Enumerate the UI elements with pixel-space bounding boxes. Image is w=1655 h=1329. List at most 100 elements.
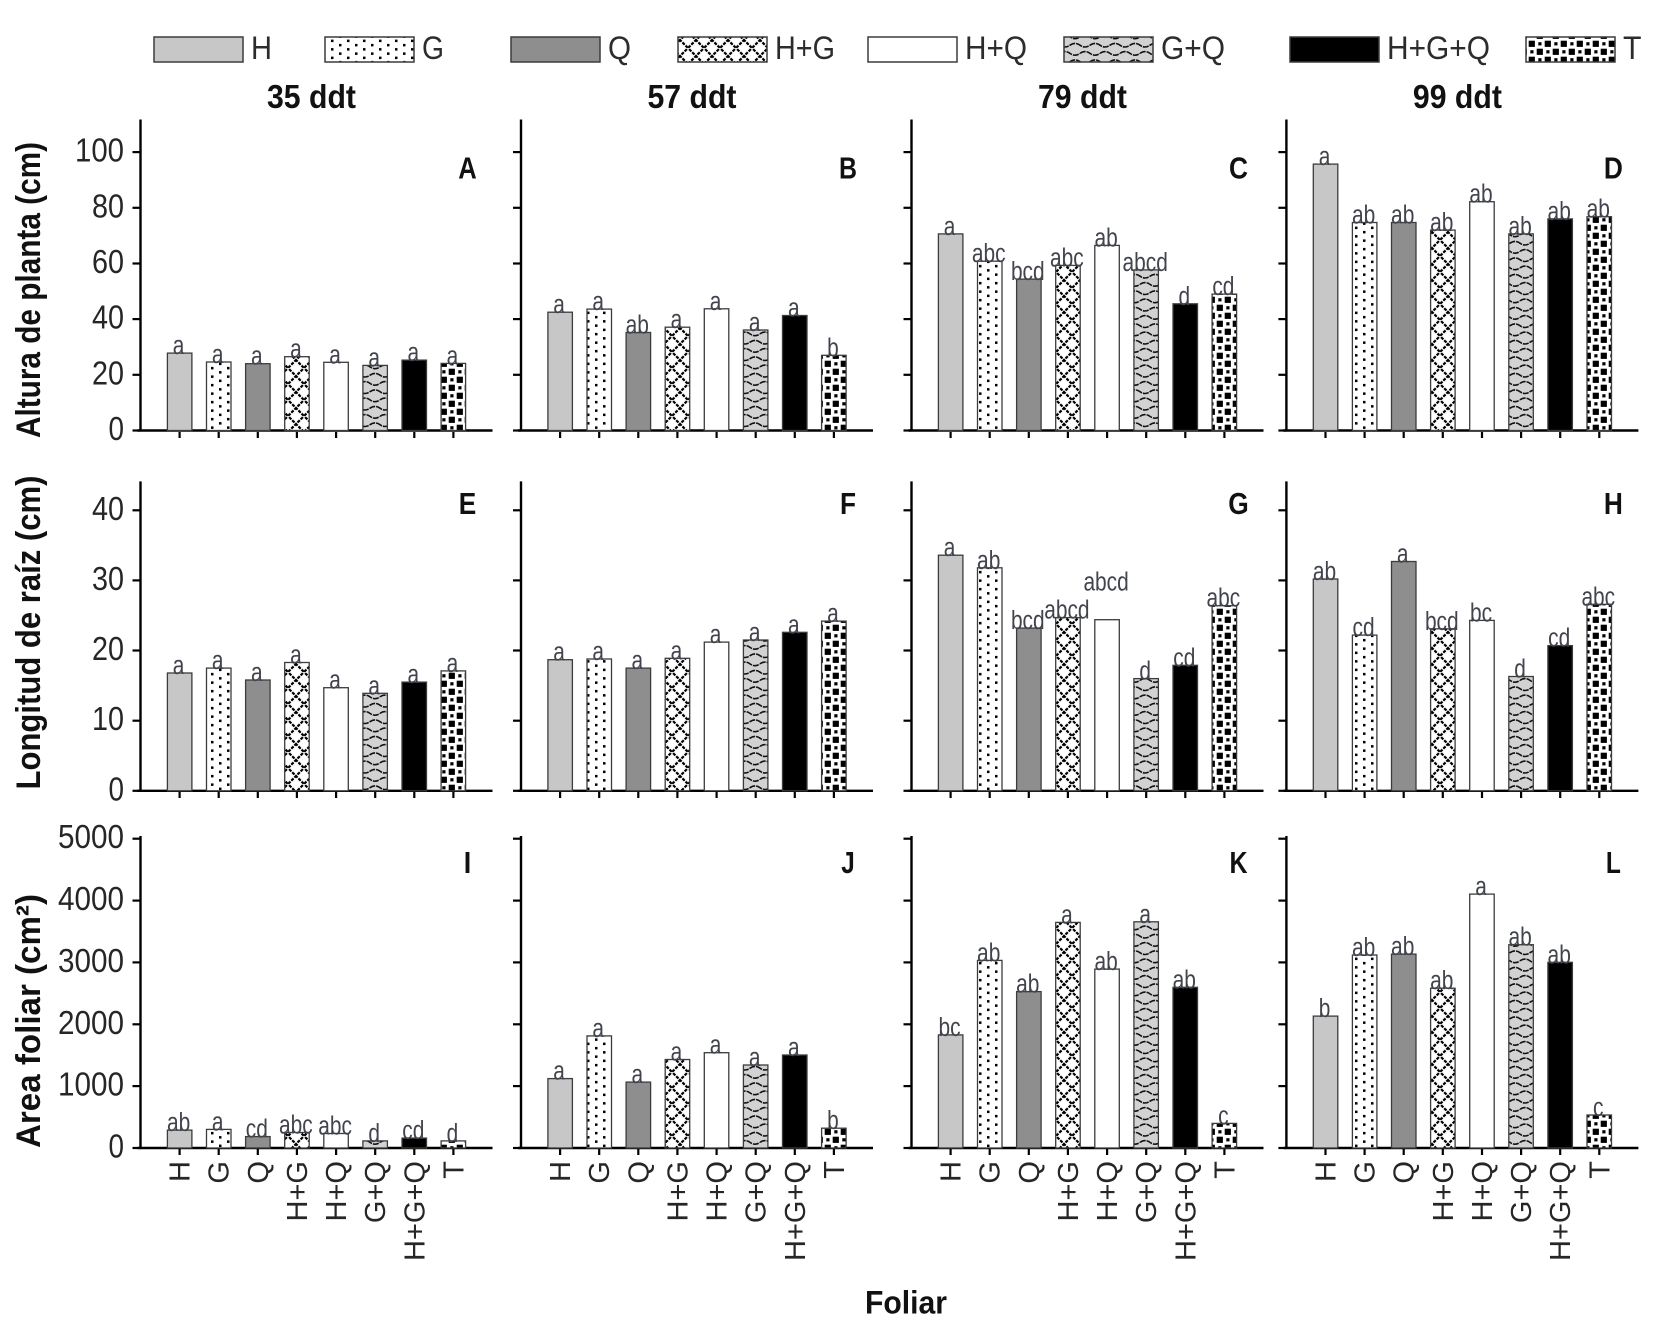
svg-text:79 ddt: 79 ddt [1038,78,1127,115]
svg-text:d: d [1179,283,1191,311]
svg-text:Q: Q [1389,1161,1421,1184]
svg-text:H+G: H+G [662,1161,694,1222]
svg-text:G+Q: G+Q [1161,30,1225,66]
svg-text:B: B [839,151,857,186]
svg-text:a: a [592,288,604,316]
svg-text:99 ddt: 99 ddt [1413,78,1502,115]
svg-text:H+Q: H+Q [1467,1161,1499,1222]
svg-text:20: 20 [92,630,124,667]
svg-text:a: a [749,1044,761,1072]
svg-text:bcd: bcd [1011,258,1045,286]
svg-text:a: a [329,341,341,369]
svg-text:T: T [1623,30,1642,66]
svg-text:cd: cd [402,1117,424,1145]
svg-text:ab: ab [1548,198,1571,226]
svg-text:G+Q: G+Q [360,1161,392,1223]
svg-text:G: G [1350,1161,1382,1184]
svg-text:5000: 5000 [58,818,124,855]
svg-text:bc: bc [1470,599,1492,627]
svg-text:a: a [632,1061,644,1089]
svg-text:D: D [1604,151,1623,186]
svg-text:cd: cd [1548,625,1570,653]
svg-text:a: a [671,1039,683,1067]
svg-text:1000: 1000 [58,1066,124,1103]
svg-text:Q: Q [623,1161,655,1184]
svg-text:a: a [671,637,683,665]
svg-text:a: a [447,342,459,370]
svg-text:ab: ab [167,1109,190,1137]
svg-text:a: a [1061,901,1073,929]
svg-text:H+G+Q: H+G+Q [399,1161,431,1261]
svg-text:a: a [710,288,722,316]
svg-text:0: 0 [109,1128,125,1165]
svg-text:G+Q: G+Q [741,1161,773,1223]
svg-text:G+Q: G+Q [1131,1161,1163,1223]
svg-text:c: c [1218,1102,1229,1130]
svg-text:a: a [290,336,302,364]
svg-text:H+G+Q: H+G+Q [1170,1161,1202,1261]
svg-text:J: J [841,845,855,880]
svg-text:H+Q: H+Q [702,1161,734,1222]
svg-text:ab: ab [1173,966,1196,994]
svg-text:a: a [788,611,800,639]
svg-text:ab: ab [977,939,1000,967]
svg-text:Q: Q [1014,1161,1046,1184]
svg-text:a: a [290,642,302,670]
svg-text:a: a [447,650,459,678]
svg-text:ab: ab [1352,202,1375,230]
svg-text:abcd: abcd [1123,249,1168,277]
svg-text:cd: cd [1353,614,1375,642]
svg-text:35 ddt: 35 ddt [267,78,356,115]
svg-text:d: d [1139,658,1151,686]
svg-text:E: E [459,486,477,521]
svg-text:Longitud de raíz (cm): Longitud de raíz (cm) [10,476,48,790]
svg-text:H: H [545,1161,577,1182]
svg-text:H+G+Q: H+G+Q [1387,30,1490,66]
svg-text:ab: ab [1508,924,1531,952]
svg-text:0: 0 [109,410,125,447]
svg-text:H+Q: H+Q [1092,1161,1124,1222]
svg-text:H: H [165,1161,197,1182]
svg-text:0: 0 [109,770,125,807]
svg-text:ab: ab [1587,196,1610,224]
svg-text:ab: ab [1469,181,1492,209]
svg-text:abcd: abcd [1083,569,1128,597]
svg-text:ab: ab [1508,213,1531,241]
svg-text:60: 60 [92,243,124,280]
svg-text:a: a [749,619,761,647]
svg-text:ab: ab [1352,934,1375,962]
svg-text:10: 10 [92,700,124,737]
svg-text:ab: ab [1391,933,1414,961]
svg-text:T: T [438,1161,470,1179]
svg-text:Q: Q [243,1161,275,1184]
svg-text:bcd: bcd [1011,607,1045,635]
svg-text:ab: ab [1094,948,1117,976]
svg-text:80: 80 [92,187,124,224]
svg-text:Q: Q [608,30,631,66]
svg-text:20: 20 [92,354,124,391]
svg-text:2000: 2000 [58,1004,124,1041]
svg-text:T: T [819,1161,851,1179]
svg-text:a: a [788,295,800,323]
svg-text:bcd: bcd [1425,608,1459,636]
svg-text:a: a [1319,143,1331,171]
svg-text:abc: abc [1581,583,1615,611]
svg-text:abcd: abcd [1044,597,1089,625]
svg-text:a: a [827,600,839,628]
svg-text:Area foliar (cm²): Area foliar (cm²) [10,894,48,1148]
svg-text:bc: bc [939,1014,961,1042]
svg-text:ab: ab [1313,558,1336,586]
svg-text:a: a [408,661,420,689]
svg-text:H+G+Q: H+G+Q [780,1161,812,1261]
svg-text:F: F [840,486,856,521]
svg-text:a: a [592,638,604,666]
svg-text:ab: ab [1094,224,1117,252]
svg-text:G: G [584,1161,616,1184]
svg-text:a: a [368,672,380,700]
svg-text:a: a [1475,873,1487,901]
svg-text:abc: abc [279,1112,313,1140]
svg-text:ab: ab [977,547,1000,575]
svg-text:a: a [1397,541,1409,569]
svg-text:d: d [368,1120,380,1148]
svg-text:4000: 4000 [58,880,124,917]
